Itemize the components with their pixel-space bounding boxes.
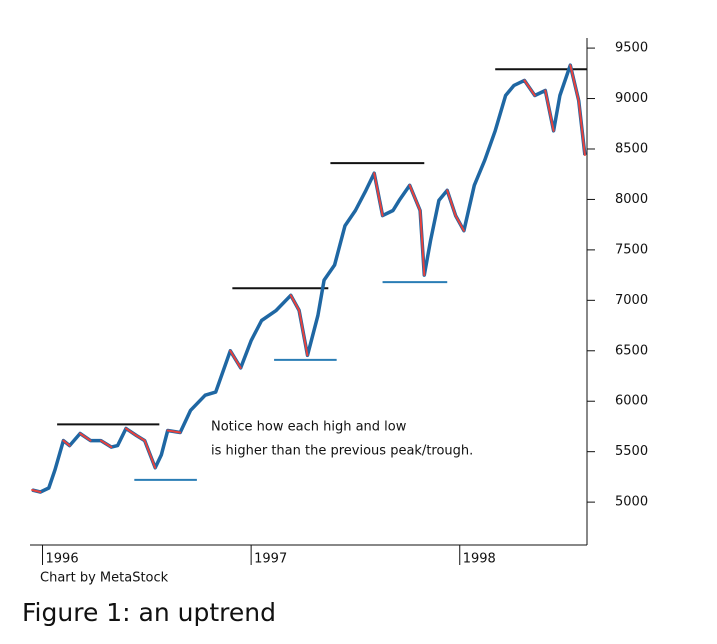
y-tick-label: 6000	[615, 394, 648, 409]
annotation: is higher than the previous peak/trough.	[211, 444, 473, 459]
down-segment	[135, 434, 146, 442]
down-segment	[289, 294, 301, 312]
y-tick-label: 5000	[615, 495, 648, 510]
down-segment	[99, 439, 113, 449]
down-segment	[124, 427, 138, 437]
y-tick-label: 9500	[615, 41, 648, 56]
x-tick-label: 1998	[463, 552, 496, 567]
y-tick-label: 5500	[615, 444, 648, 459]
down-segment	[544, 89, 555, 132]
down-segment	[577, 99, 586, 157]
caption: Figure 1: an uptrend	[22, 598, 276, 627]
credit: Chart by MetaStock	[40, 571, 169, 586]
down-segment	[229, 349, 242, 369]
down-segment	[373, 172, 384, 217]
down-segment	[523, 79, 536, 97]
y-tick-label: 9000	[615, 91, 648, 106]
down-segment	[419, 209, 426, 277]
down-segment	[31, 489, 42, 494]
down-segment	[446, 189, 457, 217]
y-tick-label: 8000	[615, 192, 648, 207]
down-segment	[298, 309, 309, 357]
x-tick-label: 1997	[254, 552, 287, 567]
x-tick-label: 1996	[46, 552, 79, 567]
down-segment	[143, 439, 157, 469]
down-segment	[62, 439, 71, 447]
y-tick-label: 7000	[615, 293, 648, 308]
y-tick-label: 7500	[615, 242, 648, 257]
down-segment	[79, 432, 92, 442]
down-segment	[454, 214, 465, 232]
down-segment	[166, 429, 182, 434]
down-segment	[408, 184, 422, 212]
annotation: Notice how each high and low	[211, 420, 407, 435]
y-tick-label: 6500	[615, 343, 648, 358]
price-line	[31, 63, 587, 494]
down-segment	[569, 64, 580, 102]
y-tick-label: 8500	[615, 141, 648, 156]
